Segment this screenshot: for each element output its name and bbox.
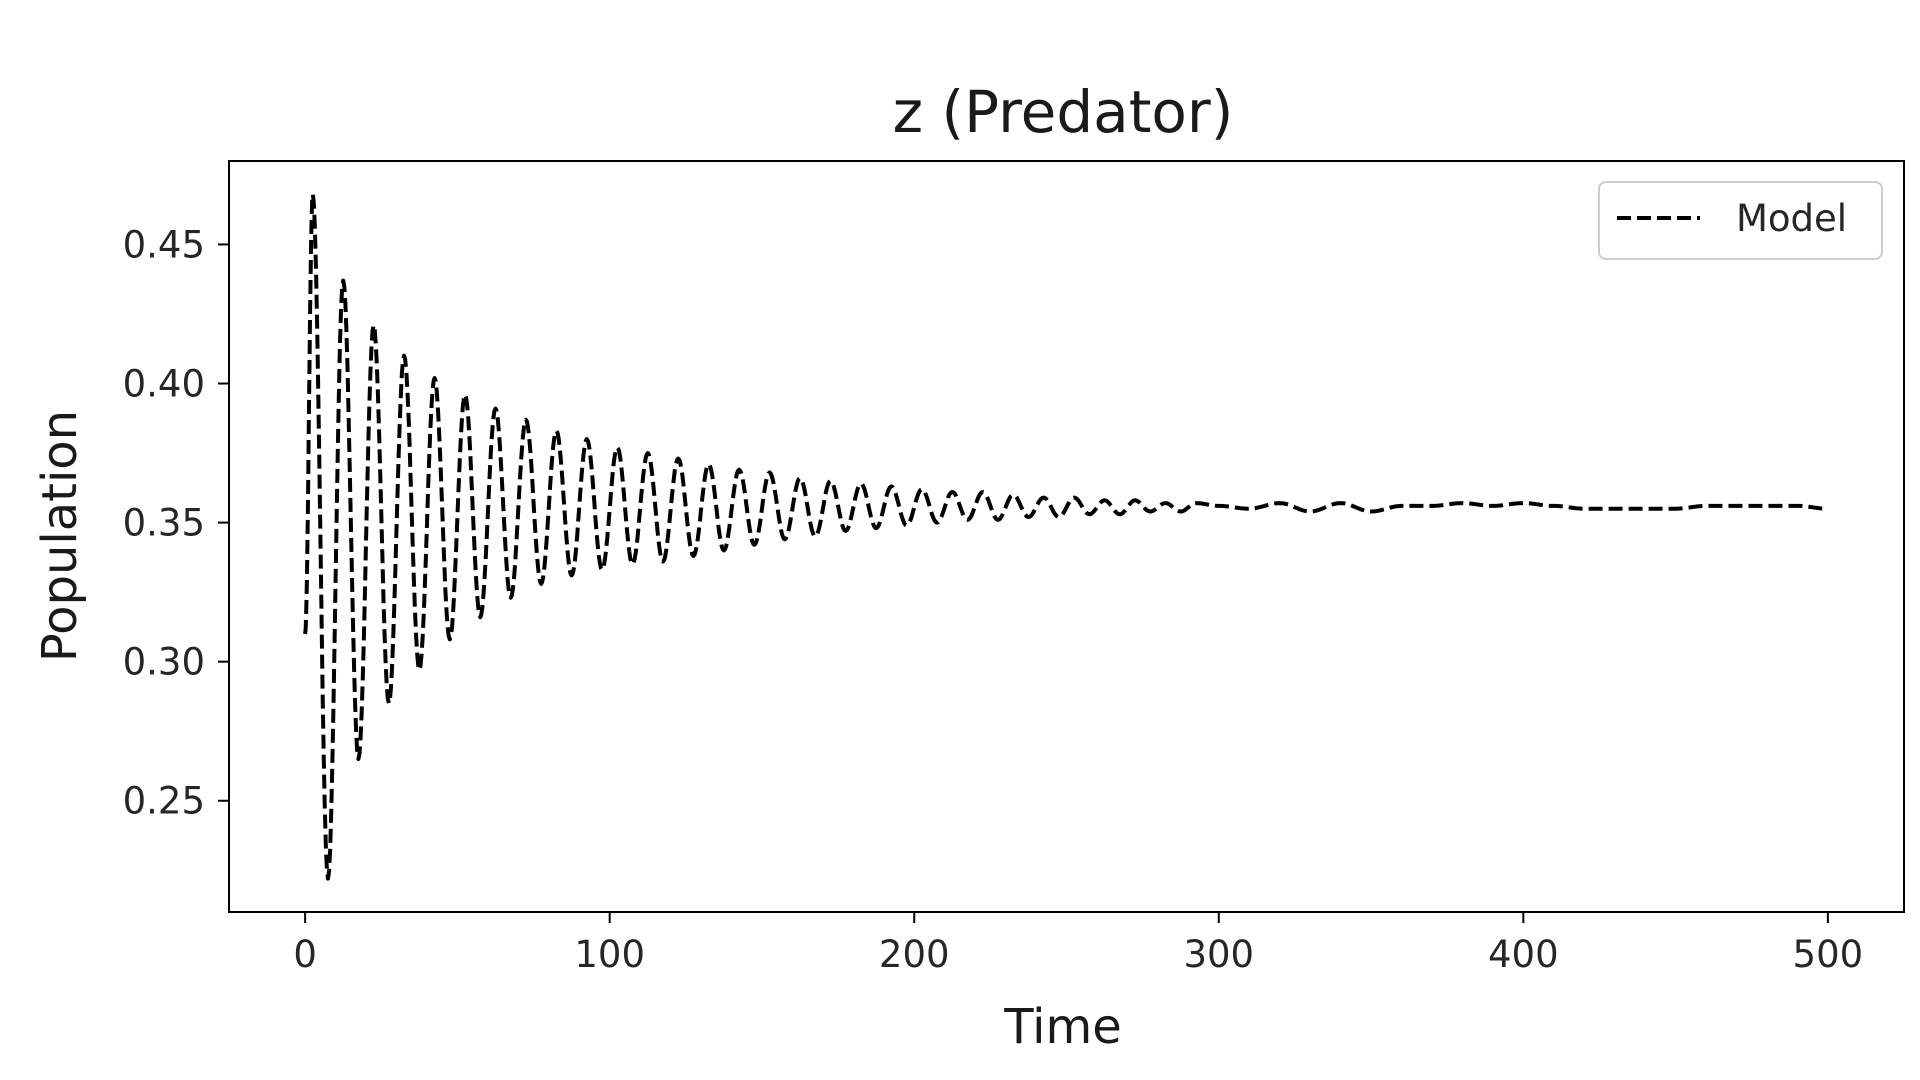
y-tick-label: 0.25 [123,780,205,823]
x-tick-label: 0 [293,933,317,976]
chart-title: z (Predator) [893,78,1234,146]
x-tick-label: 400 [1488,933,1559,976]
y-tick-label: 0.35 [123,502,205,545]
legend: Model [1598,181,1883,260]
y-axis: 0.25 0.30 0.35 0.40 0.45 [123,223,229,823]
legend-label-model: Model [1736,197,1847,240]
series-line-model [303,192,1828,881]
x-tick-label: 500 [1793,933,1864,976]
plot-area-frame [228,160,1905,913]
x-tick-label: 100 [574,933,645,976]
legend-box [1598,181,1883,260]
x-tick-label: 300 [1183,933,1254,976]
y-tick-label: 0.45 [123,223,205,266]
y-tick-label: 0.30 [123,641,205,684]
y-axis-label: Population [32,410,88,662]
x-axis: 0 100 200 300 400 500 [293,912,1863,976]
y-tick-label: 0.40 [123,363,205,406]
series-layer [303,192,1828,881]
x-tick-label: 200 [879,933,950,976]
x-axis-label: Time [1003,999,1121,1055]
